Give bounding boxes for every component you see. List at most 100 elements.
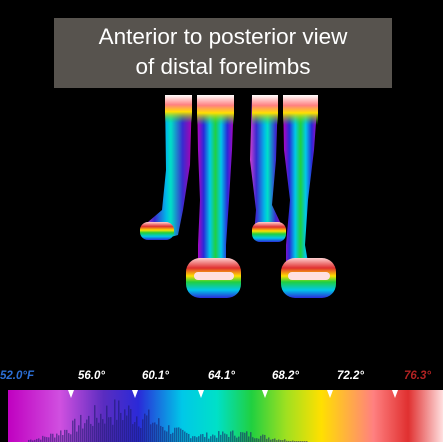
- histogram-bar: [118, 400, 120, 442]
- histogram-bar: [182, 429, 184, 442]
- histogram-bar: [164, 430, 166, 442]
- histogram-bar: [210, 436, 212, 442]
- histogram-bar: [146, 415, 148, 442]
- histogram-bar: [176, 427, 178, 442]
- histogram-bar: [286, 440, 288, 442]
- histogram-bar: [276, 440, 278, 442]
- histogram-bar: [98, 422, 100, 442]
- histogram-bar: [70, 434, 72, 442]
- histogram-bar: [126, 415, 128, 442]
- histogram-bar: [282, 440, 284, 442]
- histogram-bar: [170, 433, 172, 442]
- histogram-bar: [212, 434, 214, 442]
- histogram-bar: [124, 409, 126, 442]
- histogram-bar: [158, 418, 160, 442]
- histogram-bar: [228, 436, 230, 442]
- histogram-bar: [278, 439, 280, 442]
- histogram-bar: [246, 431, 248, 442]
- histogram-bar: [112, 424, 114, 442]
- histogram-bar: [120, 412, 122, 442]
- histogram-bar: [238, 436, 240, 442]
- histogram-bar: [194, 436, 196, 442]
- histogram-bar: [254, 438, 256, 442]
- histogram-bar: [288, 440, 290, 442]
- histogram-bar: [160, 425, 162, 442]
- histogram-bar: [128, 405, 130, 442]
- histogram-bar: [162, 426, 164, 442]
- histogram-bar: [68, 433, 70, 442]
- histogram-bar: [56, 433, 58, 442]
- title-line-1: Anterior to posterior view: [98, 24, 348, 49]
- histogram-bar: [144, 413, 146, 442]
- back-right-leg: [250, 95, 286, 242]
- histogram-bar: [154, 422, 156, 442]
- histogram-bar: [236, 437, 238, 442]
- histogram-bar: [260, 435, 262, 442]
- scale-label-min: 52.0°F: [0, 370, 35, 382]
- histogram-bar: [280, 440, 282, 442]
- histogram-bar: [28, 439, 30, 442]
- histogram-bar: [256, 438, 258, 442]
- histogram-bar: [58, 435, 60, 442]
- histogram-bar: [72, 420, 74, 442]
- histogram-bar: [242, 432, 244, 442]
- histogram-bar: [76, 431, 78, 442]
- histogram-bar: [78, 425, 80, 442]
- title-line-2: of distal forelimbs: [135, 54, 311, 79]
- histogram-bar: [178, 427, 180, 442]
- scale-label-2: 56.0°: [78, 370, 105, 382]
- histogram-bar: [134, 422, 136, 442]
- histogram-bar: [108, 417, 110, 442]
- histogram-bar: [122, 420, 124, 442]
- thermal-legs-graphic: [140, 95, 336, 298]
- histogram-bar: [42, 435, 44, 442]
- scale-label-3: 60.1°: [142, 370, 169, 382]
- histogram-bar: [270, 439, 272, 442]
- histogram-bar: [262, 434, 264, 442]
- histogram-bar: [220, 434, 222, 442]
- histogram-bar: [222, 431, 224, 442]
- histogram-bar: [252, 437, 254, 442]
- histogram-bar: [102, 419, 104, 442]
- histogram-bar: [54, 437, 56, 442]
- histogram-bar: [36, 438, 38, 442]
- histogram-bar: [74, 418, 76, 442]
- histogram-bar: [94, 405, 96, 442]
- histogram-bar: [258, 438, 260, 442]
- histogram-bar: [90, 423, 92, 442]
- histogram-bar: [268, 437, 270, 442]
- histogram-bar: [60, 430, 62, 442]
- histogram-bar: [152, 422, 154, 442]
- histogram-bar: [196, 437, 198, 442]
- histogram-bar: [46, 437, 48, 442]
- histogram-bar: [106, 405, 108, 442]
- histogram-bar: [52, 433, 54, 442]
- histogram-bar: [190, 438, 192, 442]
- histogram-bar: [204, 437, 206, 442]
- histogram-bar: [50, 433, 52, 442]
- histogram-bar: [132, 424, 134, 442]
- histogram-bar: [44, 436, 46, 442]
- histogram-bar: [166, 431, 168, 442]
- histogram-bar: [114, 399, 116, 442]
- histogram-bar: [284, 439, 286, 442]
- front-left-leg: [186, 95, 241, 298]
- histogram-bar: [104, 423, 106, 442]
- histogram-bar: [156, 424, 158, 442]
- histogram-bar: [110, 417, 112, 442]
- histogram-bar: [82, 428, 84, 442]
- histogram-bar: [192, 436, 194, 442]
- color-scale-bar: [8, 390, 443, 442]
- histogram-bar: [64, 429, 66, 442]
- histogram-bar: [248, 436, 250, 442]
- histogram-bar: [234, 435, 236, 442]
- scale-label-5: 68.2°: [272, 370, 299, 382]
- histogram-bar: [34, 439, 36, 442]
- histogram-bar: [250, 432, 252, 442]
- scale-label-6: 72.2°: [337, 370, 364, 382]
- histogram-bar: [226, 434, 228, 442]
- histogram-bar: [84, 423, 86, 442]
- histogram-bar: [272, 438, 274, 442]
- histogram-bar: [264, 434, 266, 442]
- temperature-scale-labels: 52.0°F 56.0° 60.1° 64.1° 68.2° 72.2° 76.…: [0, 370, 443, 388]
